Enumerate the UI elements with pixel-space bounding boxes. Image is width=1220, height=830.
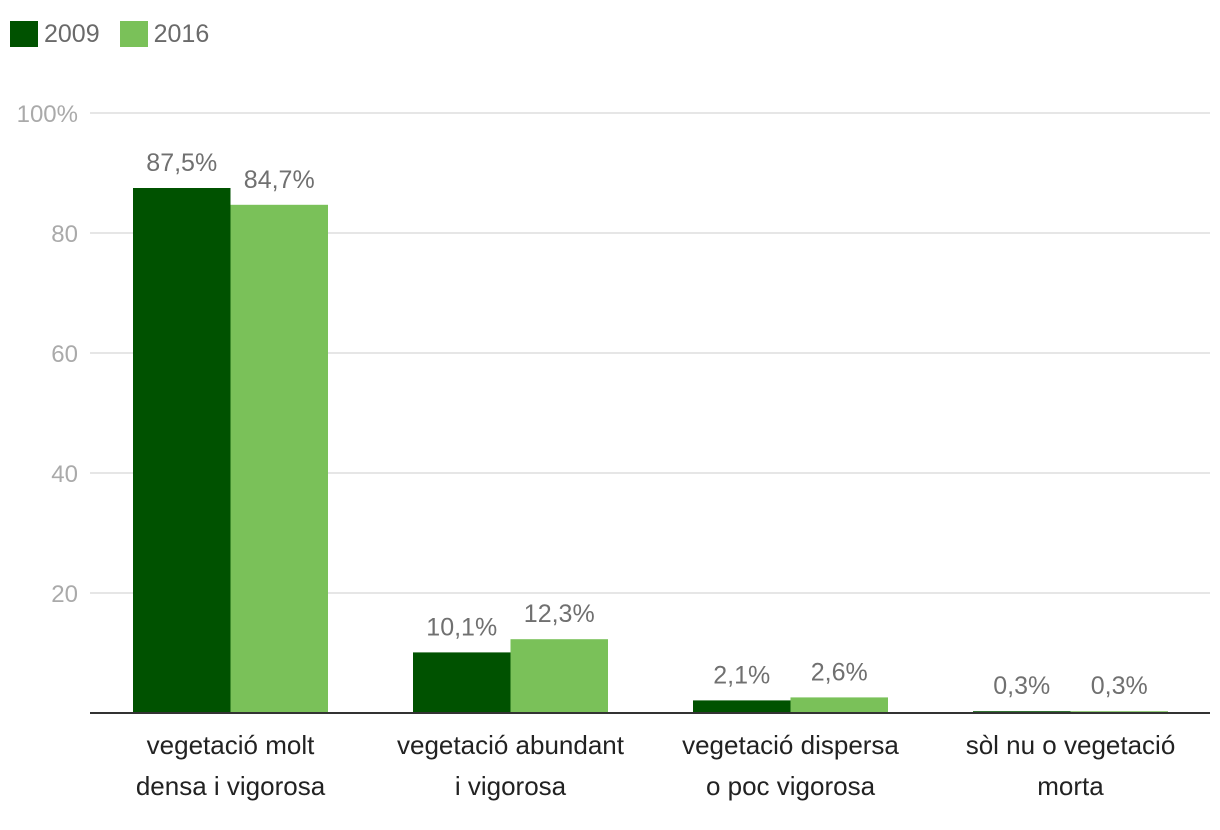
- legend-swatch-2009: [10, 21, 38, 47]
- category-label: o poc vigorosa: [706, 771, 876, 801]
- x-axis-categories: vegetació molt densa i vigorosa vegetació …: [136, 730, 1175, 801]
- bars: [133, 188, 1168, 714]
- bar-2016-1[interactable]: [510, 639, 609, 713]
- category-label: vegetació dispersa: [682, 730, 899, 760]
- legend-label-2009: 2009: [44, 19, 100, 48]
- bar-2016-0[interactable]: [230, 204, 329, 714]
- y-tick-label: 60: [51, 341, 78, 368]
- data-label-2009-2: 2,1%: [713, 661, 770, 689]
- y-tick-label: 100%: [17, 101, 78, 128]
- data-label-2009-3: 0,3%: [993, 672, 1050, 700]
- data-labels: 87,5% 10,1% 2,1% 0,3% 84,7% 12,3% 2,6% 0,3%: [146, 149, 1147, 700]
- bar-2009-1[interactable]: [413, 652, 511, 713]
- category-label: vegetació molt: [147, 730, 315, 760]
- bar-2009-2[interactable]: [693, 700, 791, 713]
- legend-item-2009[interactable]: 2009: [10, 20, 100, 49]
- legend-swatch-2016: [119, 21, 148, 47]
- category-label: sòl nu o vegetació: [966, 730, 1176, 760]
- category-label: i vigorosa: [455, 771, 567, 801]
- legend-item-2016[interactable]: 2016: [119, 19, 210, 49]
- category-label: vegetació abundant: [397, 730, 625, 760]
- y-tick-label: 40: [51, 461, 78, 488]
- legend: 2009 2016: [10, 18, 229, 50]
- bar-2016-2[interactable]: [790, 697, 889, 713]
- data-label-2016-1: 12,3%: [524, 600, 595, 628]
- data-label-2009-0: 87,5%: [146, 149, 217, 177]
- y-axis-ticks: 20 40 60 80 100%: [17, 101, 78, 608]
- bar-2009-0[interactable]: [133, 188, 231, 713]
- category-label: morta: [1037, 771, 1104, 801]
- category-label: densa i vigorosa: [136, 771, 326, 801]
- y-tick-label: 20: [51, 581, 78, 608]
- data-label-2016-0: 84,7%: [244, 166, 315, 194]
- data-label-2016-3: 0,3%: [1091, 672, 1148, 700]
- legend-label-2016: 2016: [153, 19, 210, 48]
- data-label-2016-2: 2,6%: [811, 658, 868, 686]
- data-label-2009-1: 10,1%: [426, 613, 497, 641]
- y-tick-label: 80: [51, 221, 78, 248]
